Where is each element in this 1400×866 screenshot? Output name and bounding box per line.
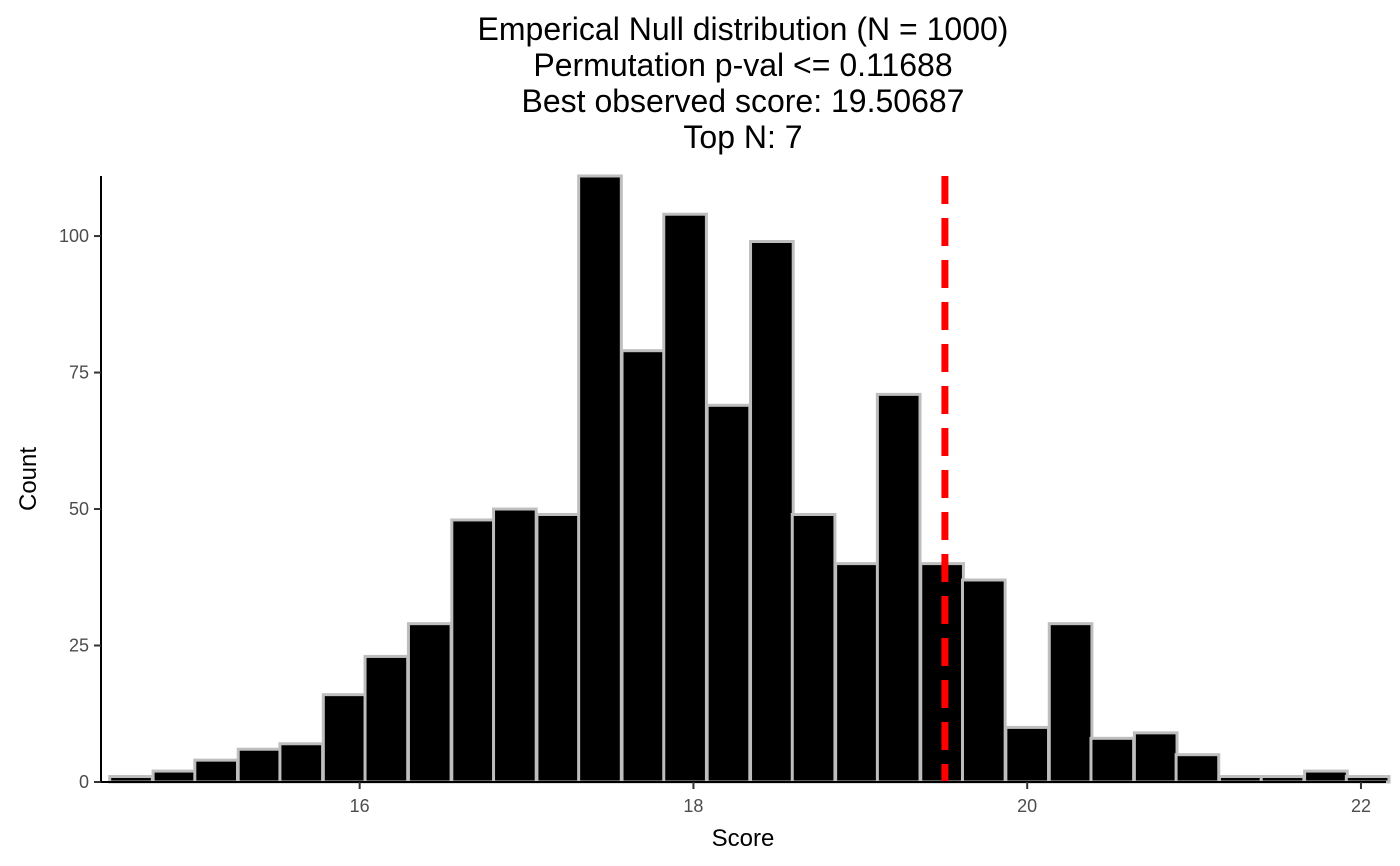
- histogram-bar: [492, 507, 538, 784]
- histogram-bar: [1089, 736, 1136, 784]
- x-tick-label: 20: [1017, 796, 1037, 816]
- histogram-bar: [1004, 725, 1051, 784]
- x-tick-label: 18: [683, 796, 703, 816]
- axes: 16 18 20 22 0 25 50 75 100: [59, 176, 1386, 816]
- histogram-bar: [535, 512, 582, 784]
- x-tick-label: 22: [1351, 796, 1371, 816]
- chart-title: Emperical Null distribution (N = 1000)Pe…: [478, 11, 1009, 155]
- histogram-bar: [236, 747, 283, 784]
- title-line-1: Emperical Null distribution (N = 1000): [478, 11, 1009, 47]
- histogram-bar: [705, 403, 752, 784]
- histogram-bar: [875, 392, 922, 784]
- y-tick-label: 50: [69, 499, 89, 519]
- x-axis-title: Score: [712, 825, 775, 852]
- title-line-4: Top N: 7: [683, 119, 802, 155]
- histogram-bar: [662, 212, 708, 784]
- title-line-3: Best observed score: 19.50687: [522, 83, 965, 119]
- histogram-bar: [1047, 622, 1094, 784]
- histogram-bar: [1303, 769, 1349, 784]
- y-tick-label: 100: [59, 226, 89, 246]
- histogram-bar: [577, 174, 623, 784]
- histogram-bar: [620, 349, 667, 784]
- histogram-bar: [363, 654, 410, 784]
- y-axis-title: Count: [15, 447, 42, 511]
- histogram-bar: [278, 742, 325, 784]
- x-tick-label: 16: [350, 796, 370, 816]
- y-tick-label: 25: [69, 636, 89, 656]
- histogram-bar: [749, 240, 795, 784]
- histogram-bar: [1174, 753, 1221, 784]
- histogram-bar: [790, 512, 837, 784]
- histogram-bar: [834, 562, 880, 784]
- histogram-bars: [108, 174, 1391, 784]
- histogram-bar: [151, 769, 198, 784]
- histogram-bar: [321, 693, 368, 784]
- y-tick-label: 75: [69, 363, 89, 383]
- y-tick-label: 0: [79, 772, 89, 792]
- title-line-2: Permutation p-val <= 0.11688: [533, 47, 952, 83]
- histogram-bar: [960, 578, 1007, 784]
- histogram-bar: [193, 758, 239, 784]
- histogram-bar: [450, 518, 496, 784]
- histogram-bar: [406, 622, 453, 784]
- histogram-bar: [1132, 731, 1179, 784]
